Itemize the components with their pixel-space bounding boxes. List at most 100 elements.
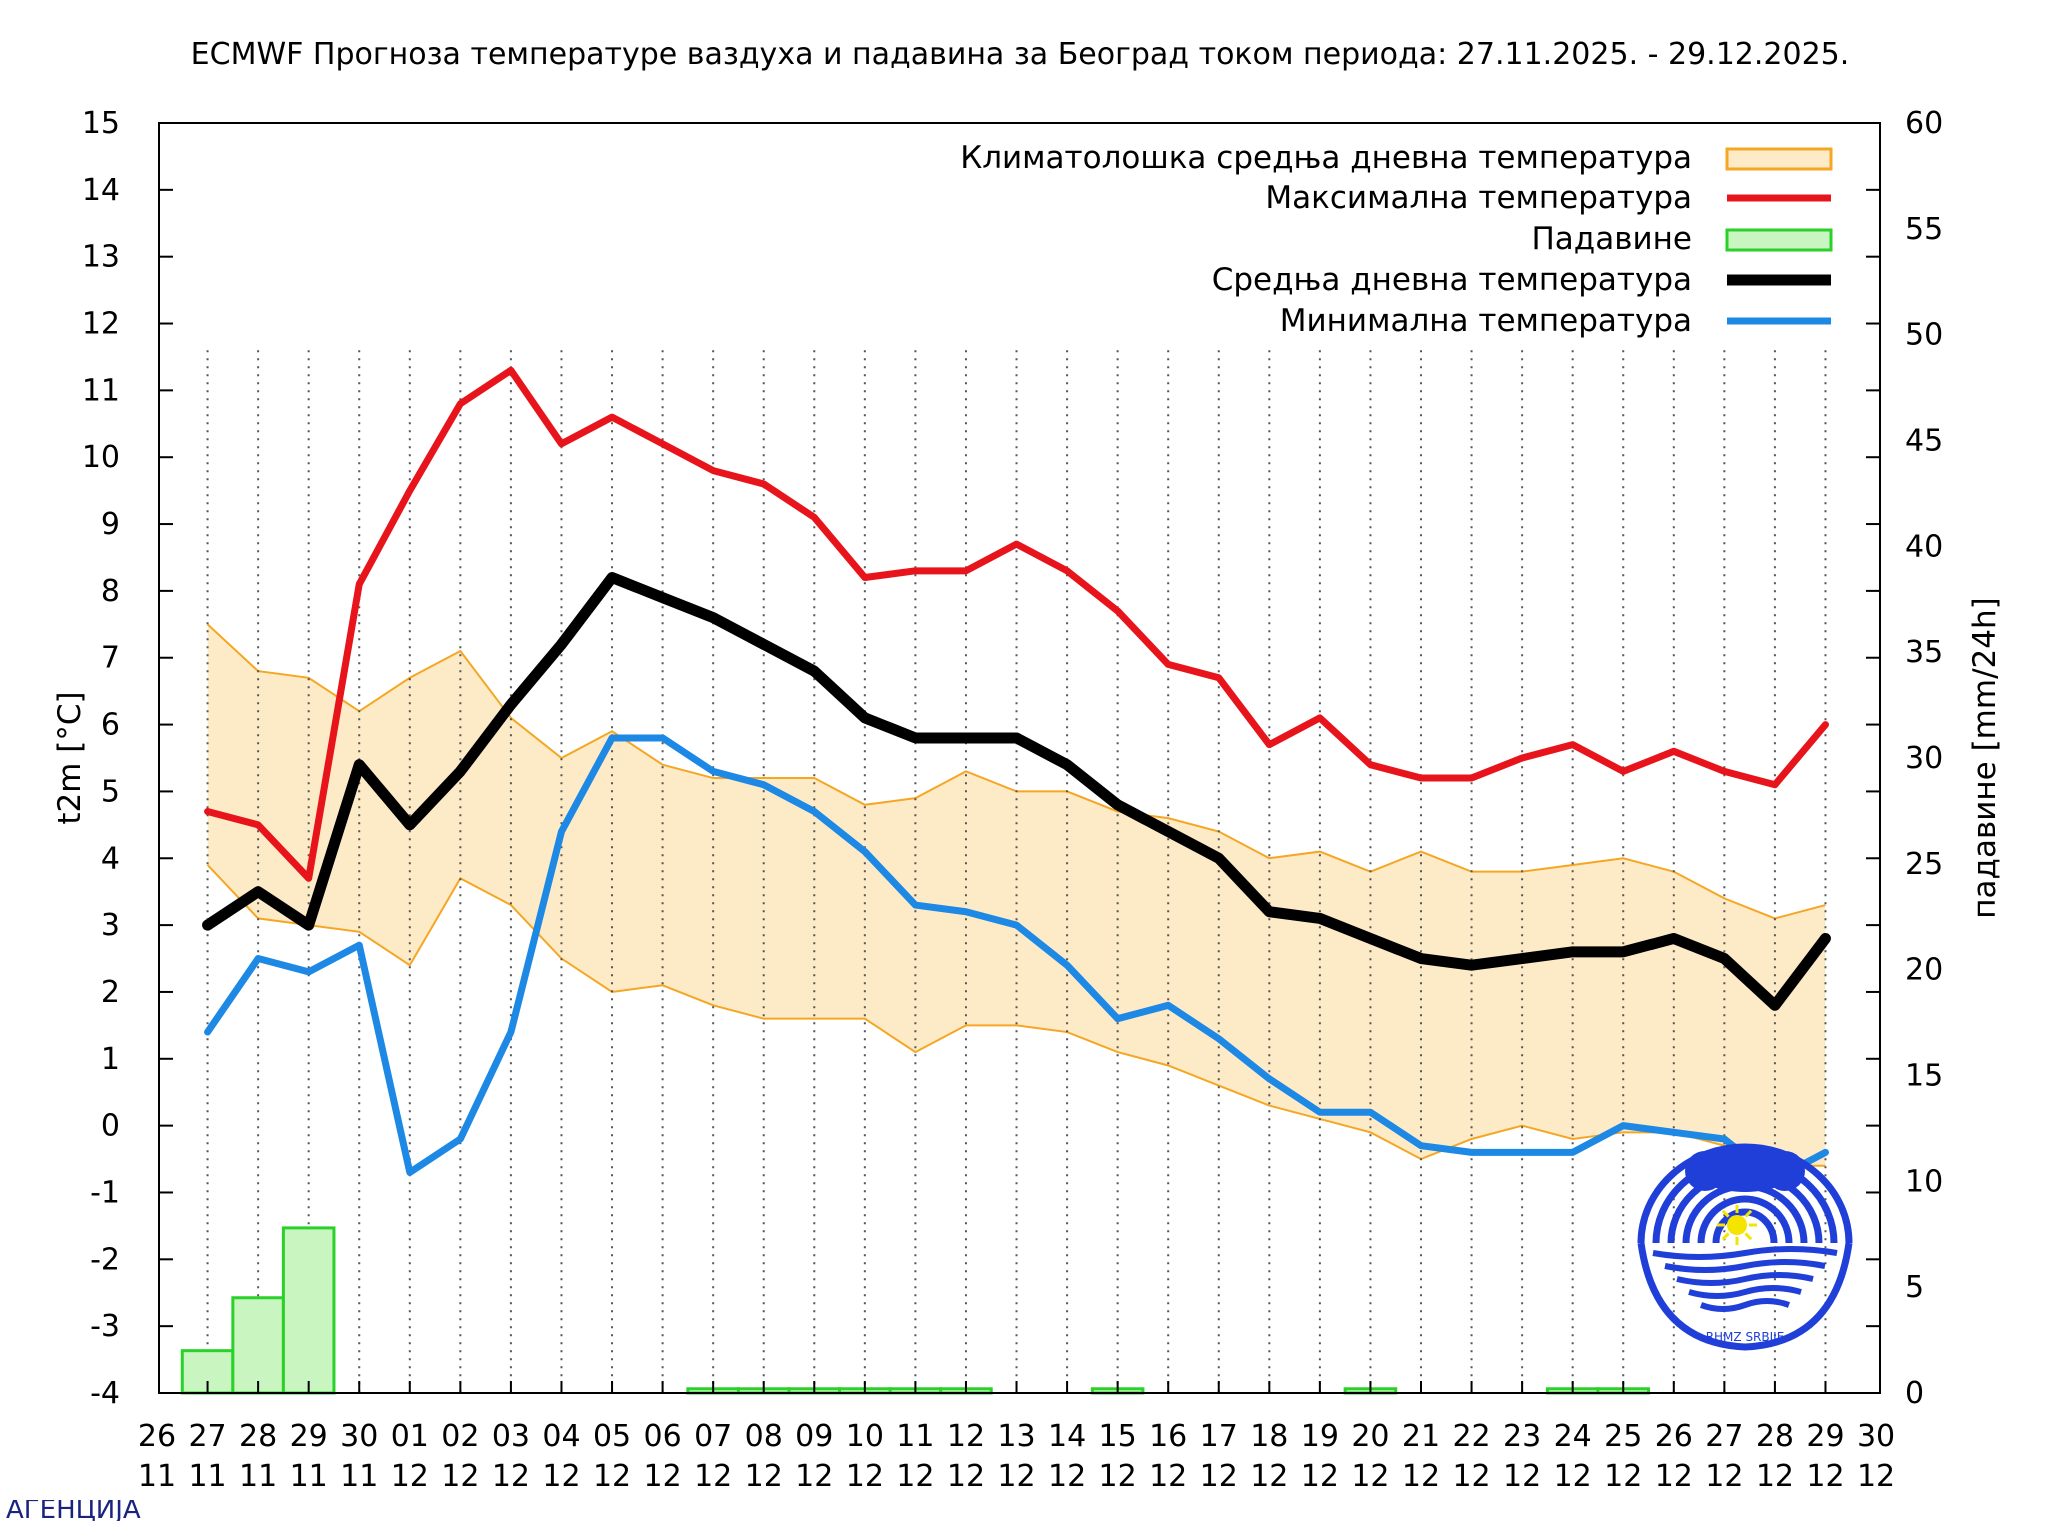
vertical-grid: [206, 350, 1827, 1393]
x-tick-month: 11: [188, 1459, 226, 1494]
x-tick-month: 12: [694, 1459, 732, 1494]
y-tick-label: 6: [101, 708, 120, 743]
y2-tick-label: 5: [1905, 1270, 1924, 1305]
y-tick-label: -4: [90, 1376, 120, 1411]
logo-arc: [1712, 1208, 1778, 1244]
y-axis-label: t2m [°C]: [52, 691, 88, 824]
x-tick-day: 16: [1149, 1419, 1187, 1454]
x-tick-month: 12: [441, 1459, 479, 1494]
legend: Климатолошка средња дневна температура Ма…: [960, 140, 1833, 339]
y2-tick-label: 15: [1905, 1059, 1943, 1094]
x-tick-day: 08: [745, 1419, 783, 1454]
x-tick-month: 12: [1503, 1459, 1541, 1494]
x-tick-month: 12: [1200, 1459, 1238, 1494]
y-tick-label: -2: [90, 1242, 120, 1277]
x-tick-month: 12: [1604, 1459, 1642, 1494]
y2-tick-label: 60: [1905, 106, 1943, 141]
x-tick-day: 10: [846, 1419, 884, 1454]
legend-label: Максимална температура: [1265, 180, 1692, 216]
y-tick-label: 14: [82, 173, 120, 208]
x-tick-month: 12: [997, 1459, 1035, 1494]
x-tick-month: 12: [1301, 1459, 1339, 1494]
climatology-band-lower: [206, 864, 1826, 1167]
x-tick-month: 12: [795, 1459, 833, 1494]
y2-tick-label: 55: [1905, 212, 1943, 247]
logo-wave: [1676, 1272, 1814, 1286]
x-tick-day: 19: [1301, 1419, 1339, 1454]
x-tick-month: 11: [239, 1459, 277, 1494]
logo-cloud-puff: [1685, 1151, 1725, 1191]
x-tick-day: 02: [441, 1419, 479, 1454]
y2-tick-label: 30: [1905, 741, 1943, 776]
x-axis: 26 11 27 11 28 11 29 11 30 11 01 12 02 12 03 12 04 12 05 12…: [138, 1381, 1895, 1494]
x-tick-day: 22: [1452, 1419, 1490, 1454]
x-tick-month: 12: [1806, 1459, 1844, 1494]
x-tick-day: 15: [1099, 1419, 1137, 1454]
y-tick-label: 15: [82, 106, 120, 141]
chart-title: ECMWF Прогноза температуре ваздуха и пад…: [191, 37, 1850, 72]
x-tick-month: 12: [846, 1459, 884, 1494]
x-tick-day: 30: [340, 1419, 378, 1454]
x-tick-day: 18: [1250, 1419, 1288, 1454]
x-tick-month: 12: [1655, 1459, 1693, 1494]
precip-bar: [281, 1226, 336, 1395]
x-tick-day: 20: [1351, 1419, 1389, 1454]
x-tick-day: 21: [1402, 1419, 1440, 1454]
precip-bar: [231, 1296, 285, 1395]
legend-label: Климатолошка средња дневна температура: [960, 140, 1692, 176]
x-tick-month: 12: [896, 1459, 934, 1494]
series-line: [202, 572, 1831, 1011]
legend-label: Падавине: [1532, 221, 1693, 257]
x-tick-month: 11: [138, 1459, 176, 1494]
logo-wave: [1652, 1246, 1838, 1260]
logo-wave: [1664, 1259, 1826, 1273]
y-tick-label: 3: [101, 908, 120, 943]
y-tick-label: 4: [101, 841, 120, 876]
legend-swatch-band: [1725, 147, 1833, 171]
y-tick-label: 10: [82, 440, 120, 475]
x-tick-day: 06: [644, 1419, 682, 1454]
x-tick-month: 12: [1756, 1459, 1794, 1494]
x-tick-day: 29: [290, 1419, 328, 1454]
y-tick-label: 0: [101, 1109, 120, 1144]
series-line: [204, 366, 1829, 882]
legend-swatch-bar: [1725, 228, 1833, 252]
x-tick-day: 11: [896, 1419, 934, 1454]
x-tick-month: 11: [290, 1459, 328, 1494]
x-tick-day: 28: [1756, 1419, 1794, 1454]
x-tick-day: 29: [1806, 1419, 1844, 1454]
series-line: [204, 734, 1829, 1183]
x-tick-day: 26: [1655, 1419, 1693, 1454]
y-tick-label: 7: [101, 641, 120, 676]
y-tick-label: 11: [82, 373, 120, 408]
x-tick-day: 07: [694, 1419, 732, 1454]
x-tick-day: 13: [997, 1419, 1035, 1454]
logo-arc: [1697, 1195, 1793, 1244]
x-tick-day: 30: [1857, 1419, 1895, 1454]
x-tick-day: 23: [1503, 1419, 1541, 1454]
x-tick-day: 27: [188, 1419, 226, 1454]
x-tick-day: 14: [1048, 1419, 1086, 1454]
x-tick-day: 04: [542, 1419, 580, 1454]
y2-tick-label: 45: [1905, 424, 1943, 459]
hydromet-service-logo: RHMZ SRBIJE: [1637, 1143, 1853, 1351]
x-tick-month: 12: [947, 1459, 985, 1494]
y2-tick-label: 20: [1905, 953, 1943, 988]
y2-tick-label: 40: [1905, 529, 1943, 564]
x-tick-month: 12: [1554, 1459, 1592, 1494]
x-tick-day: 24: [1554, 1419, 1592, 1454]
y-tick-label: 9: [101, 507, 120, 542]
logo-sun-ray: [1721, 1209, 1730, 1218]
logo-sun-ray: [1744, 1209, 1753, 1218]
x-tick-day: 27: [1705, 1419, 1743, 1454]
x-tick-day: 03: [492, 1419, 530, 1454]
x-tick-month: 12: [1402, 1459, 1440, 1494]
logo-cloud-puff: [1765, 1151, 1805, 1191]
x-tick-month: 12: [1250, 1459, 1288, 1494]
x-tick-day: 28: [239, 1419, 277, 1454]
x-tick-day: 09: [795, 1419, 833, 1454]
logo-sun-ray: [1721, 1232, 1730, 1241]
y2-tick-label: 25: [1905, 847, 1943, 882]
